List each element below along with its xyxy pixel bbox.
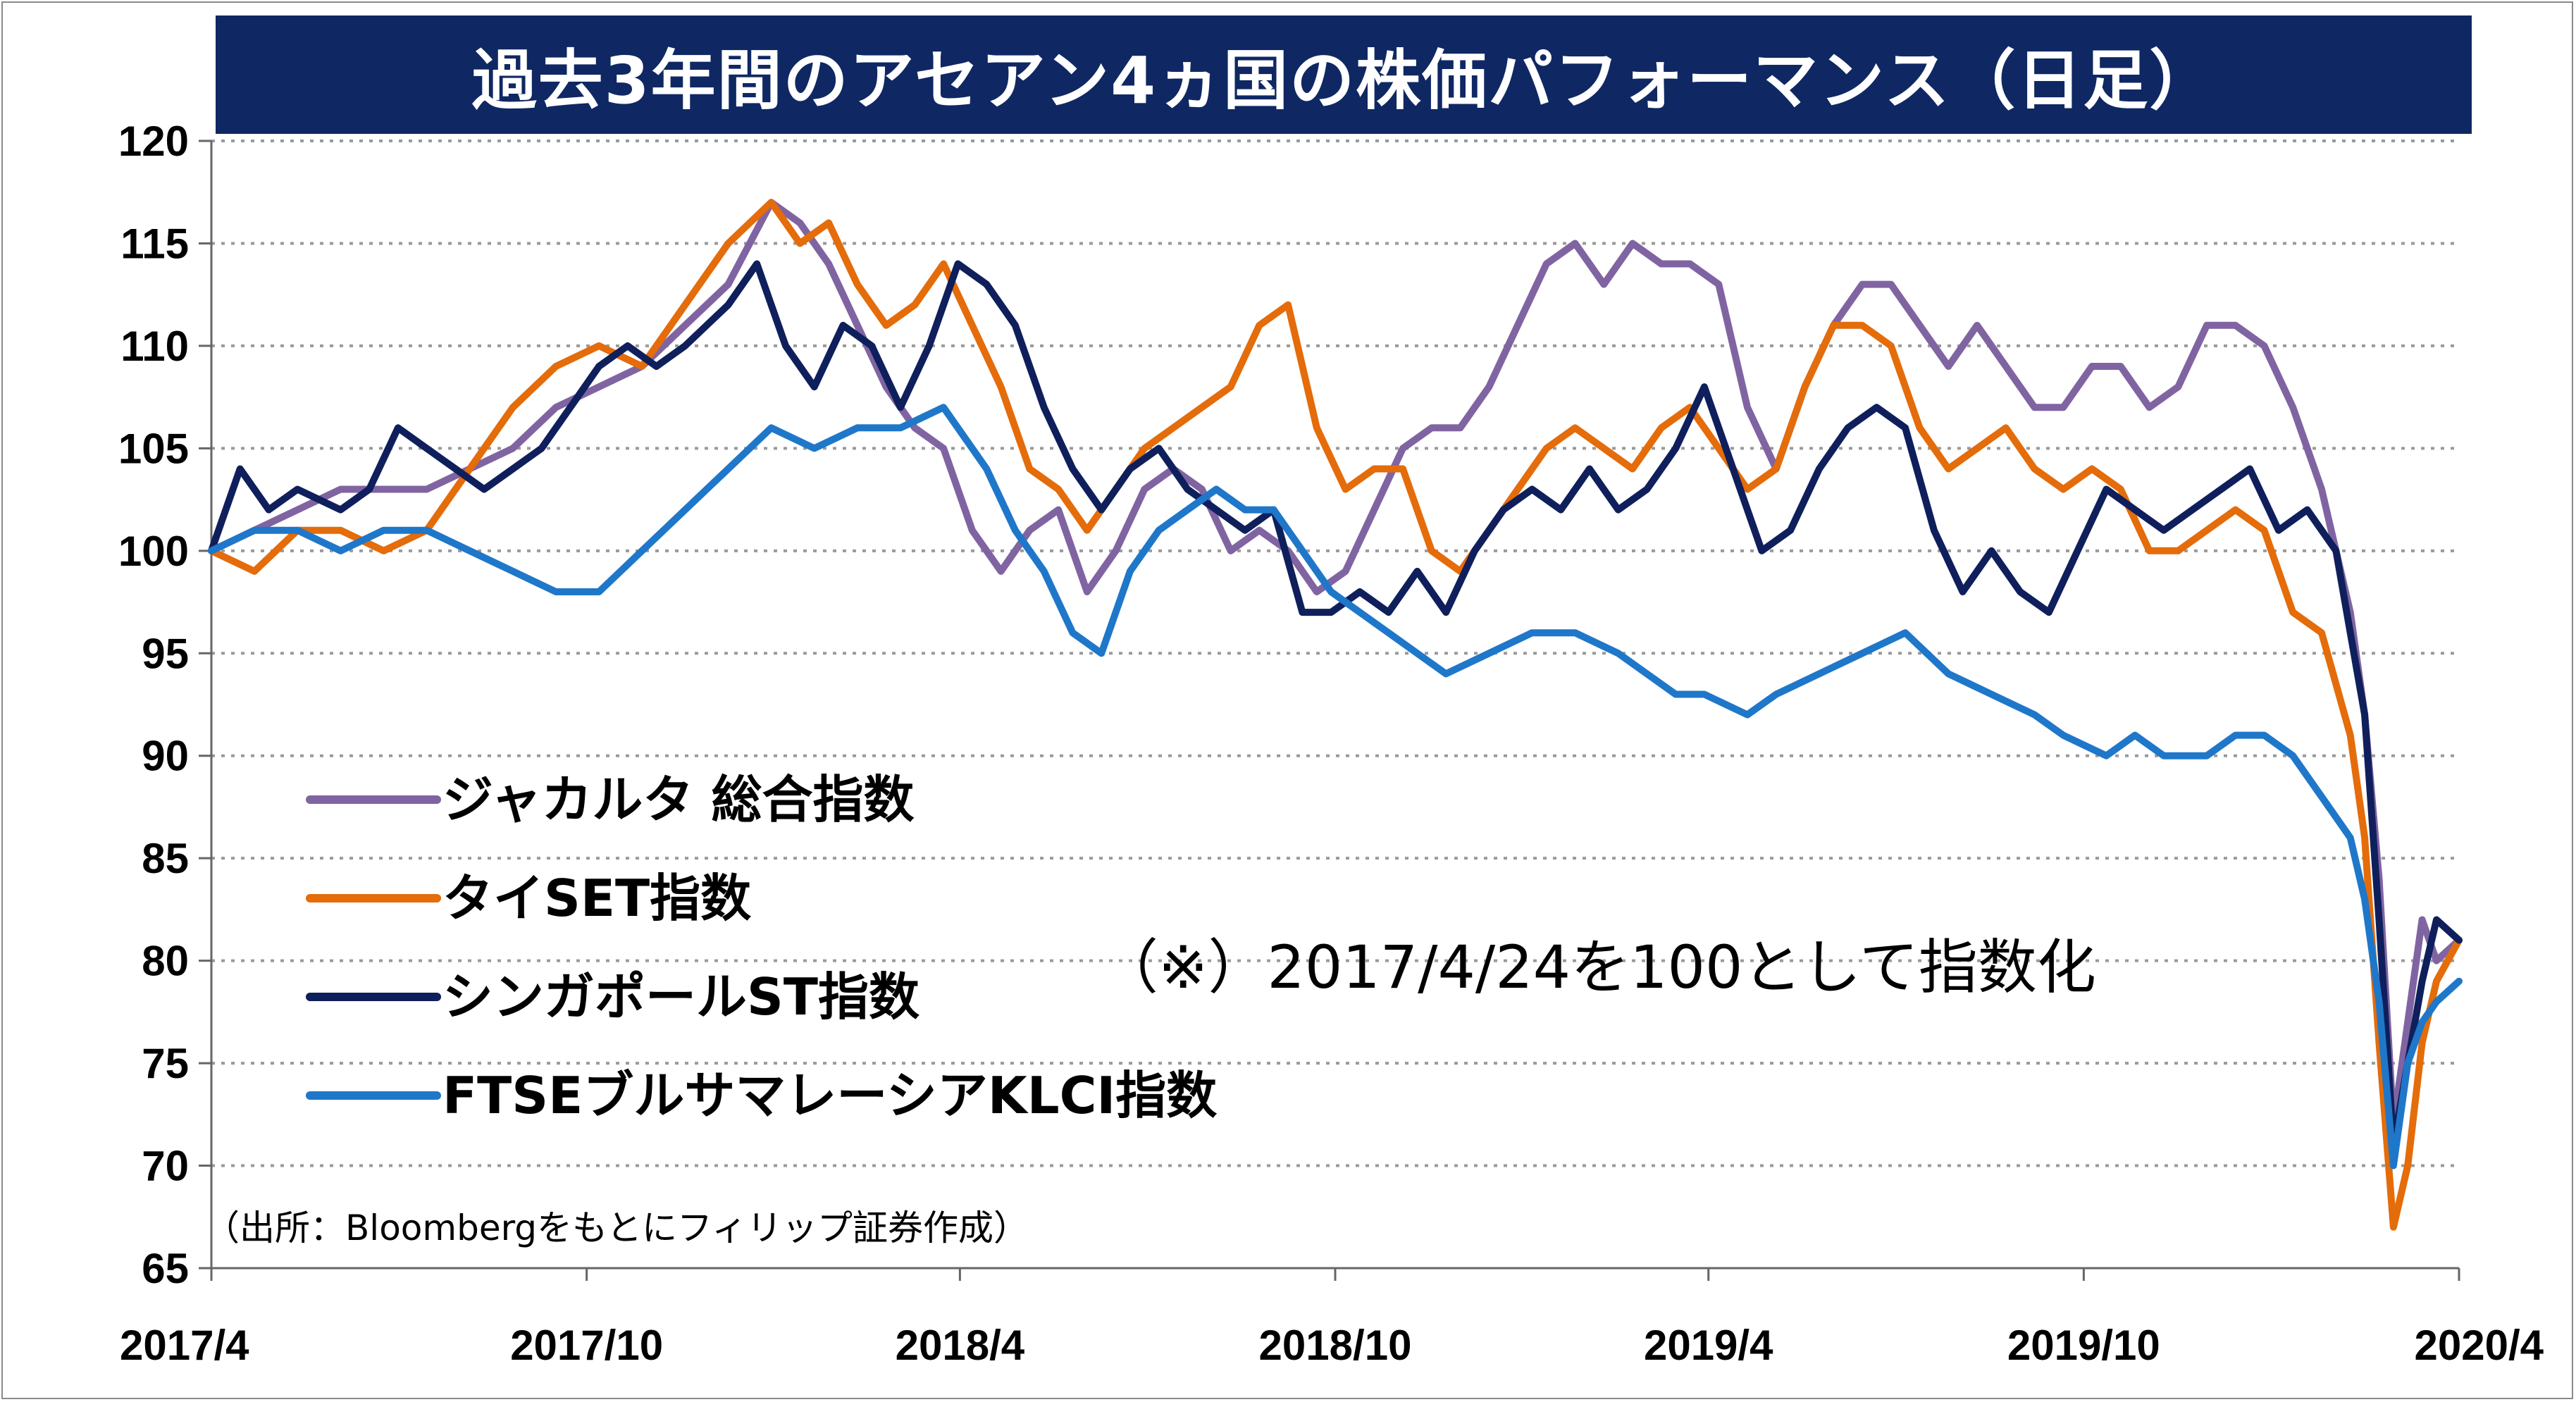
y-tick-label: 115 <box>120 220 189 267</box>
y-tick-label: 90 <box>142 733 189 780</box>
series-lines <box>208 199 2463 1231</box>
y-tick-label: 110 <box>120 323 189 370</box>
x-tick-label: 2018/4 <box>896 1322 1025 1369</box>
y-tick-label: 85 <box>142 835 189 882</box>
x-axis-ticks: 2017/4 2017/10 2018/4 2018/10 2019/4 2019/10 2… <box>120 1268 2544 1369</box>
y-tick-label: 105 <box>118 425 189 472</box>
legend-label-2: タイSET指数 <box>442 869 751 928</box>
x-tick-label: 2020/4 <box>2414 1322 2544 1369</box>
y-tick-label: 120 <box>118 118 189 165</box>
legend-label-4: FTSEブルサマレーシアKLCI指数 <box>442 1066 1217 1125</box>
x-tick-label: 2019/4 <box>1644 1322 1773 1369</box>
y-tick-label: 65 <box>142 1245 189 1292</box>
x-tick-label: 2019/10 <box>2007 1322 2160 1369</box>
y-axis-ticks: 65 70 75 80 85 90 95 100 105 110 115 120 <box>118 118 211 1292</box>
chart-title: 過去3年間のアセアン4ヵ国の株価パフォーマンス（日足） <box>216 15 2472 134</box>
y-tick-label: 80 <box>142 938 189 985</box>
y-tick-label: 100 <box>118 528 189 575</box>
legend-label-1: ジャカルタ 総合指数 <box>442 770 914 829</box>
x-tick-label: 2018/10 <box>1259 1322 1412 1369</box>
x-tick-label: 2017/10 <box>510 1322 663 1369</box>
series-line-1 <box>208 199 2463 1129</box>
series-line-3 <box>208 260 2463 1149</box>
y-tick-label: 75 <box>142 1040 189 1087</box>
legend-label-3: シンガポールST指数 <box>442 967 919 1026</box>
series-line-4 <box>208 404 2463 1170</box>
x-tick-label: 2017/4 <box>120 1322 249 1369</box>
y-tick-label: 95 <box>142 630 189 677</box>
index-note: （※）2017/4/24を100として指数化 <box>1099 933 2096 1002</box>
source-note: （出所：Bloombergをもとにフィリップ証券作成） <box>204 1208 1029 1248</box>
y-tick-label: 70 <box>142 1143 189 1190</box>
